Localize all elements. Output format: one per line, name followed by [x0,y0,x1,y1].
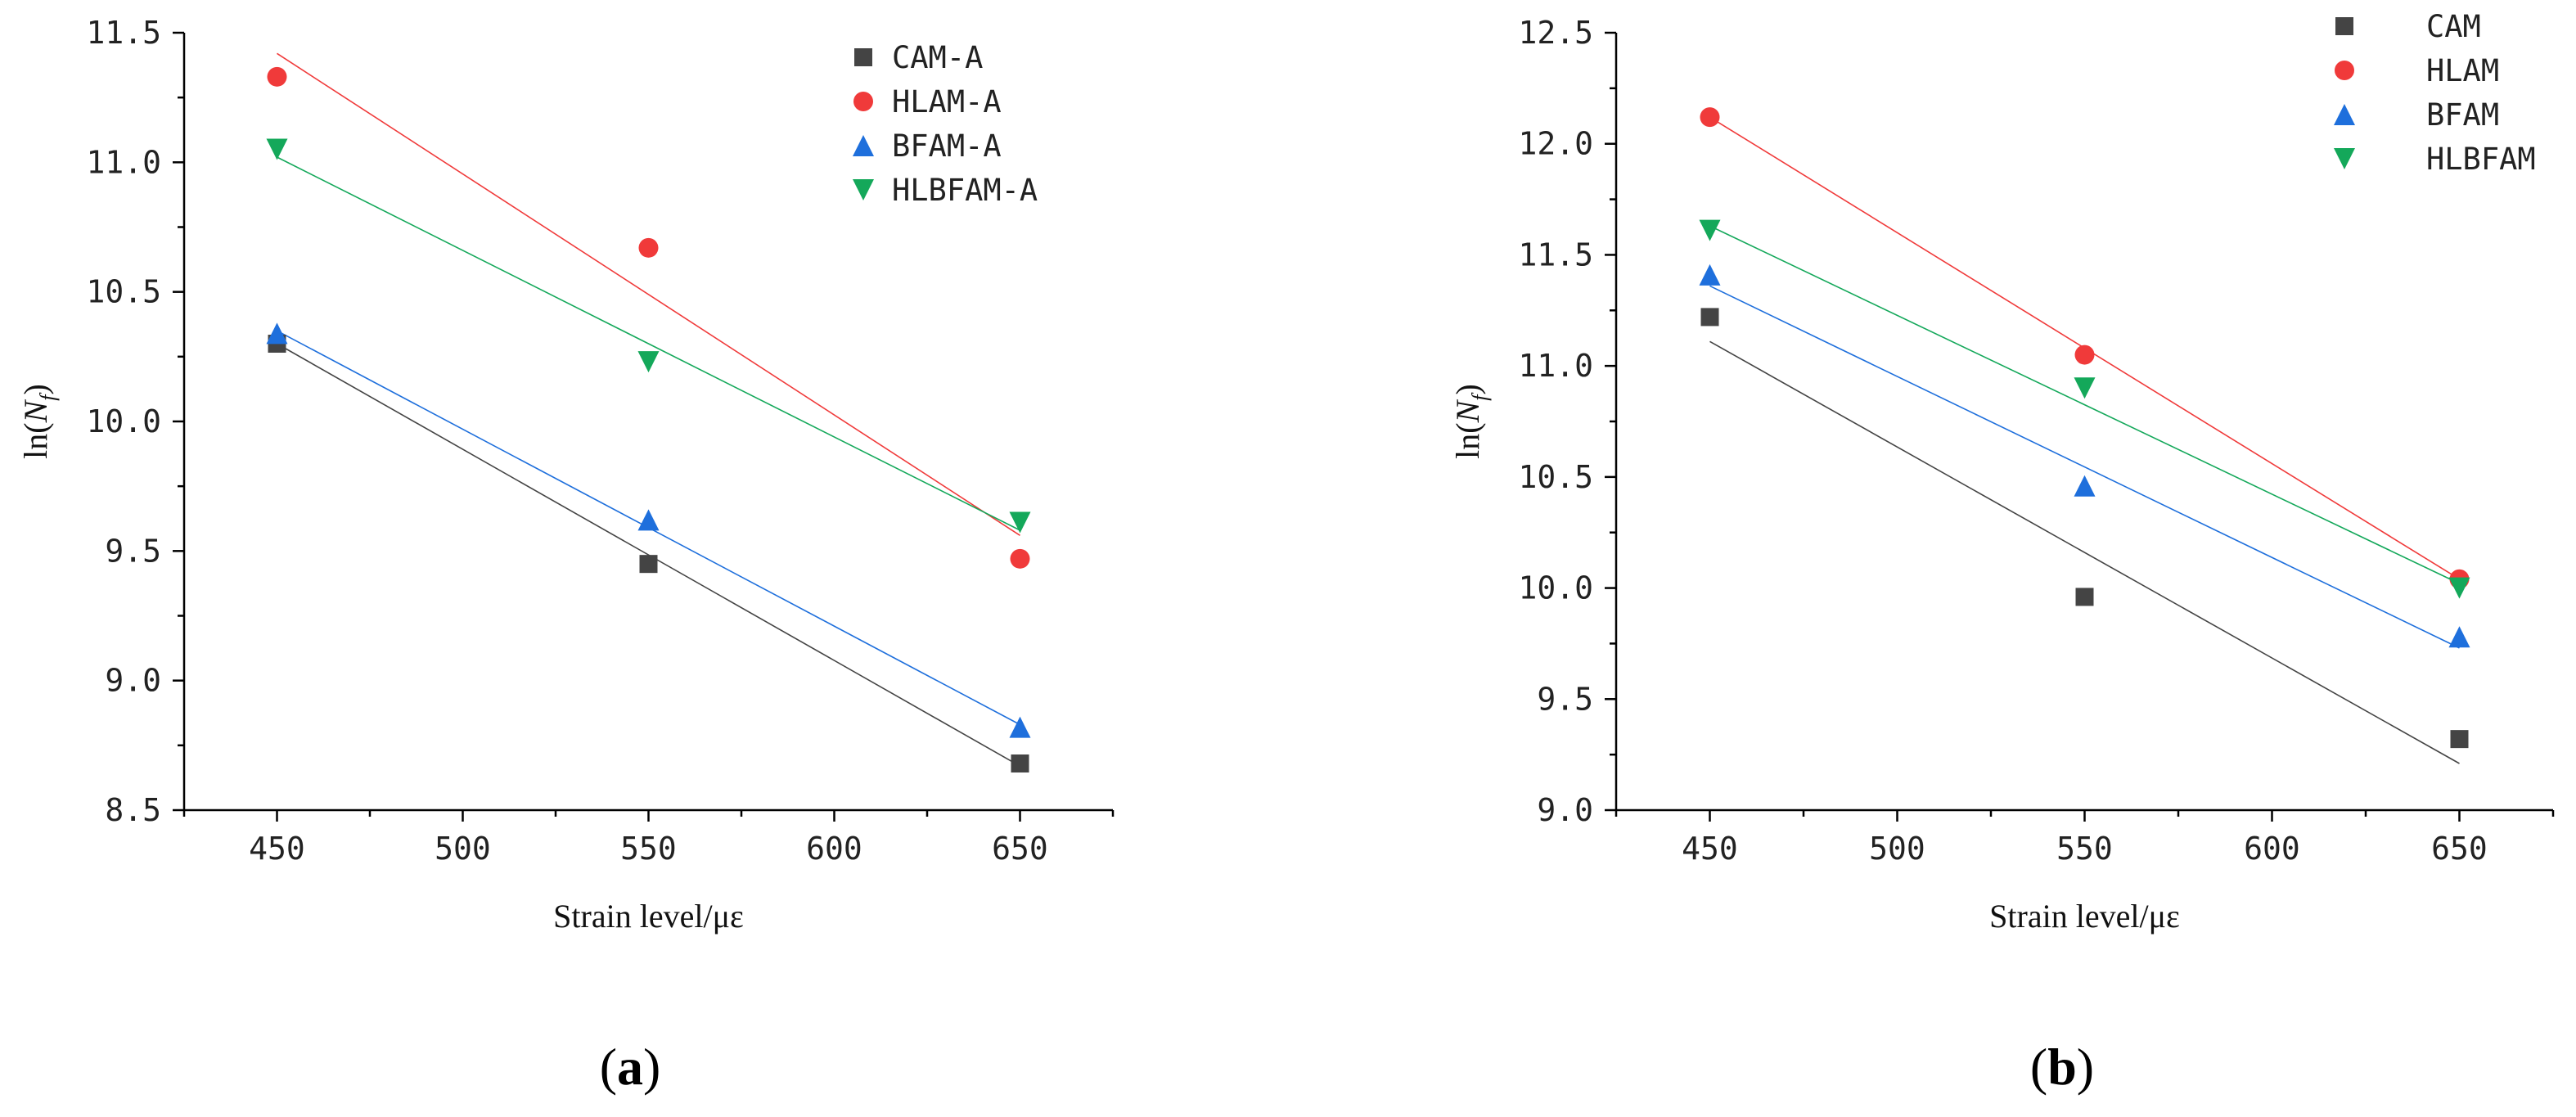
x-tick-label: 500 [435,831,491,867]
y-tick-label: 9.0 [105,663,161,699]
y-tick-label: 11.5 [86,15,161,51]
panel-label: (a) [600,1038,661,1096]
legend-label: HLBFAM [2426,142,2536,177]
legend-label: CAM-A [892,40,983,75]
y-tick-label: 11.5 [1518,236,1593,272]
data-point-hlam-a [638,237,659,258]
legend-marker-hlam [2335,61,2354,80]
data-point-cam-a [1011,754,1029,772]
y-tick-label: 9.5 [1537,681,1593,717]
x-axis-title: Strain level/με [553,898,744,935]
x-tick-label: 650 [992,831,1048,867]
legend-marker-cam-a [854,48,872,66]
y-tick-label: 10.0 [86,403,161,439]
y-axis-title: ln(Nf) [17,384,60,459]
y-tick-label: 10.5 [86,274,161,310]
data-point-hlam-a [267,66,287,87]
data-point-bfam-a [266,322,288,345]
data-point-hlam [1700,107,1720,128]
legend-marker-bfam-a [853,135,874,156]
x-axis-title: Strain level/με [1989,898,2180,935]
y-tick-label: 10.0 [1518,570,1593,606]
y-tick-label: 12.0 [1518,126,1593,162]
data-point-bfam [2448,626,2470,648]
data-point-hlbfam [1699,219,1721,241]
x-tick-label: 450 [1682,831,1738,867]
data-point-bfam-a [1009,716,1031,738]
fit-line-cam-a [277,343,1020,767]
x-tick-label: 550 [620,831,677,867]
legend-marker-hlam-a [853,92,873,111]
data-point-bfam-a [637,509,660,531]
y-tick-label: 11.0 [86,144,161,180]
y-tick-label: 9.5 [105,533,161,569]
legend-marker-bfam [2334,104,2355,125]
y-tick-label: 11.0 [1518,348,1593,384]
data-point-cam [1700,308,1719,327]
y-tick-label: 10.5 [1518,459,1593,495]
x-tick-label: 600 [806,831,862,867]
legend-label: CAM [2426,9,2481,44]
y-tick-label: 9.0 [1537,792,1593,828]
data-point-cam [2450,730,2469,749]
data-point-hlbfam-a [1009,511,1031,534]
legend-label: HLAM-A [892,84,1002,119]
x-tick-label: 650 [2431,831,2488,867]
data-point-bfam [2074,475,2096,497]
data-point-hlbfam [2074,377,2096,399]
x-tick-label: 500 [1869,831,1925,867]
data-point-hlbfam [2448,577,2470,599]
x-tick-label: 450 [249,831,305,867]
fit-line-bfam [1709,285,2460,649]
x-tick-label: 550 [2056,831,2113,867]
data-point-cam [2075,588,2094,606]
y-tick-label: 8.5 [105,792,161,828]
fit-line-cam [1709,340,2460,764]
legend-marker-hlbfam [2334,148,2355,169]
legend-marker-cam [2335,17,2353,35]
legend-label: BFAM [2426,97,2499,133]
data-point-bfam [1699,263,1721,286]
x-tick-label: 600 [2244,831,2300,867]
legend-label: HLBFAM-A [892,173,1038,208]
fit-line-hlbfam-a [277,156,1020,531]
data-point-hlbfam-a [266,138,288,160]
fit-line-hlam-a [277,52,1020,537]
y-tick-label: 12.5 [1518,15,1593,51]
data-point-hlam [2074,345,2095,365]
panel-label: (b) [2030,1038,2094,1096]
data-point-hlbfam-a [637,351,660,373]
chart-panel-b: 450 500 550 600 650 9.0 9.5 10.0 10.5 11.0 11.5 12.… [1449,9,2555,1096]
fit-line-hlbfam [1709,225,2460,584]
data-point-cam-a [639,555,658,574]
legend-marker-hlbfam-a [853,179,874,200]
chart-panel-a: 450 500 550 600 650 8.5 9.0 9.5 10.0 10.5 11.0 11.5… [17,15,1115,1096]
legend-label: BFAM-A [892,128,1002,164]
y-axis-title: ln(Nf) [1449,384,1492,459]
data-point-hlam-a [1010,548,1030,569]
legend-label: HLAM [2426,53,2499,88]
